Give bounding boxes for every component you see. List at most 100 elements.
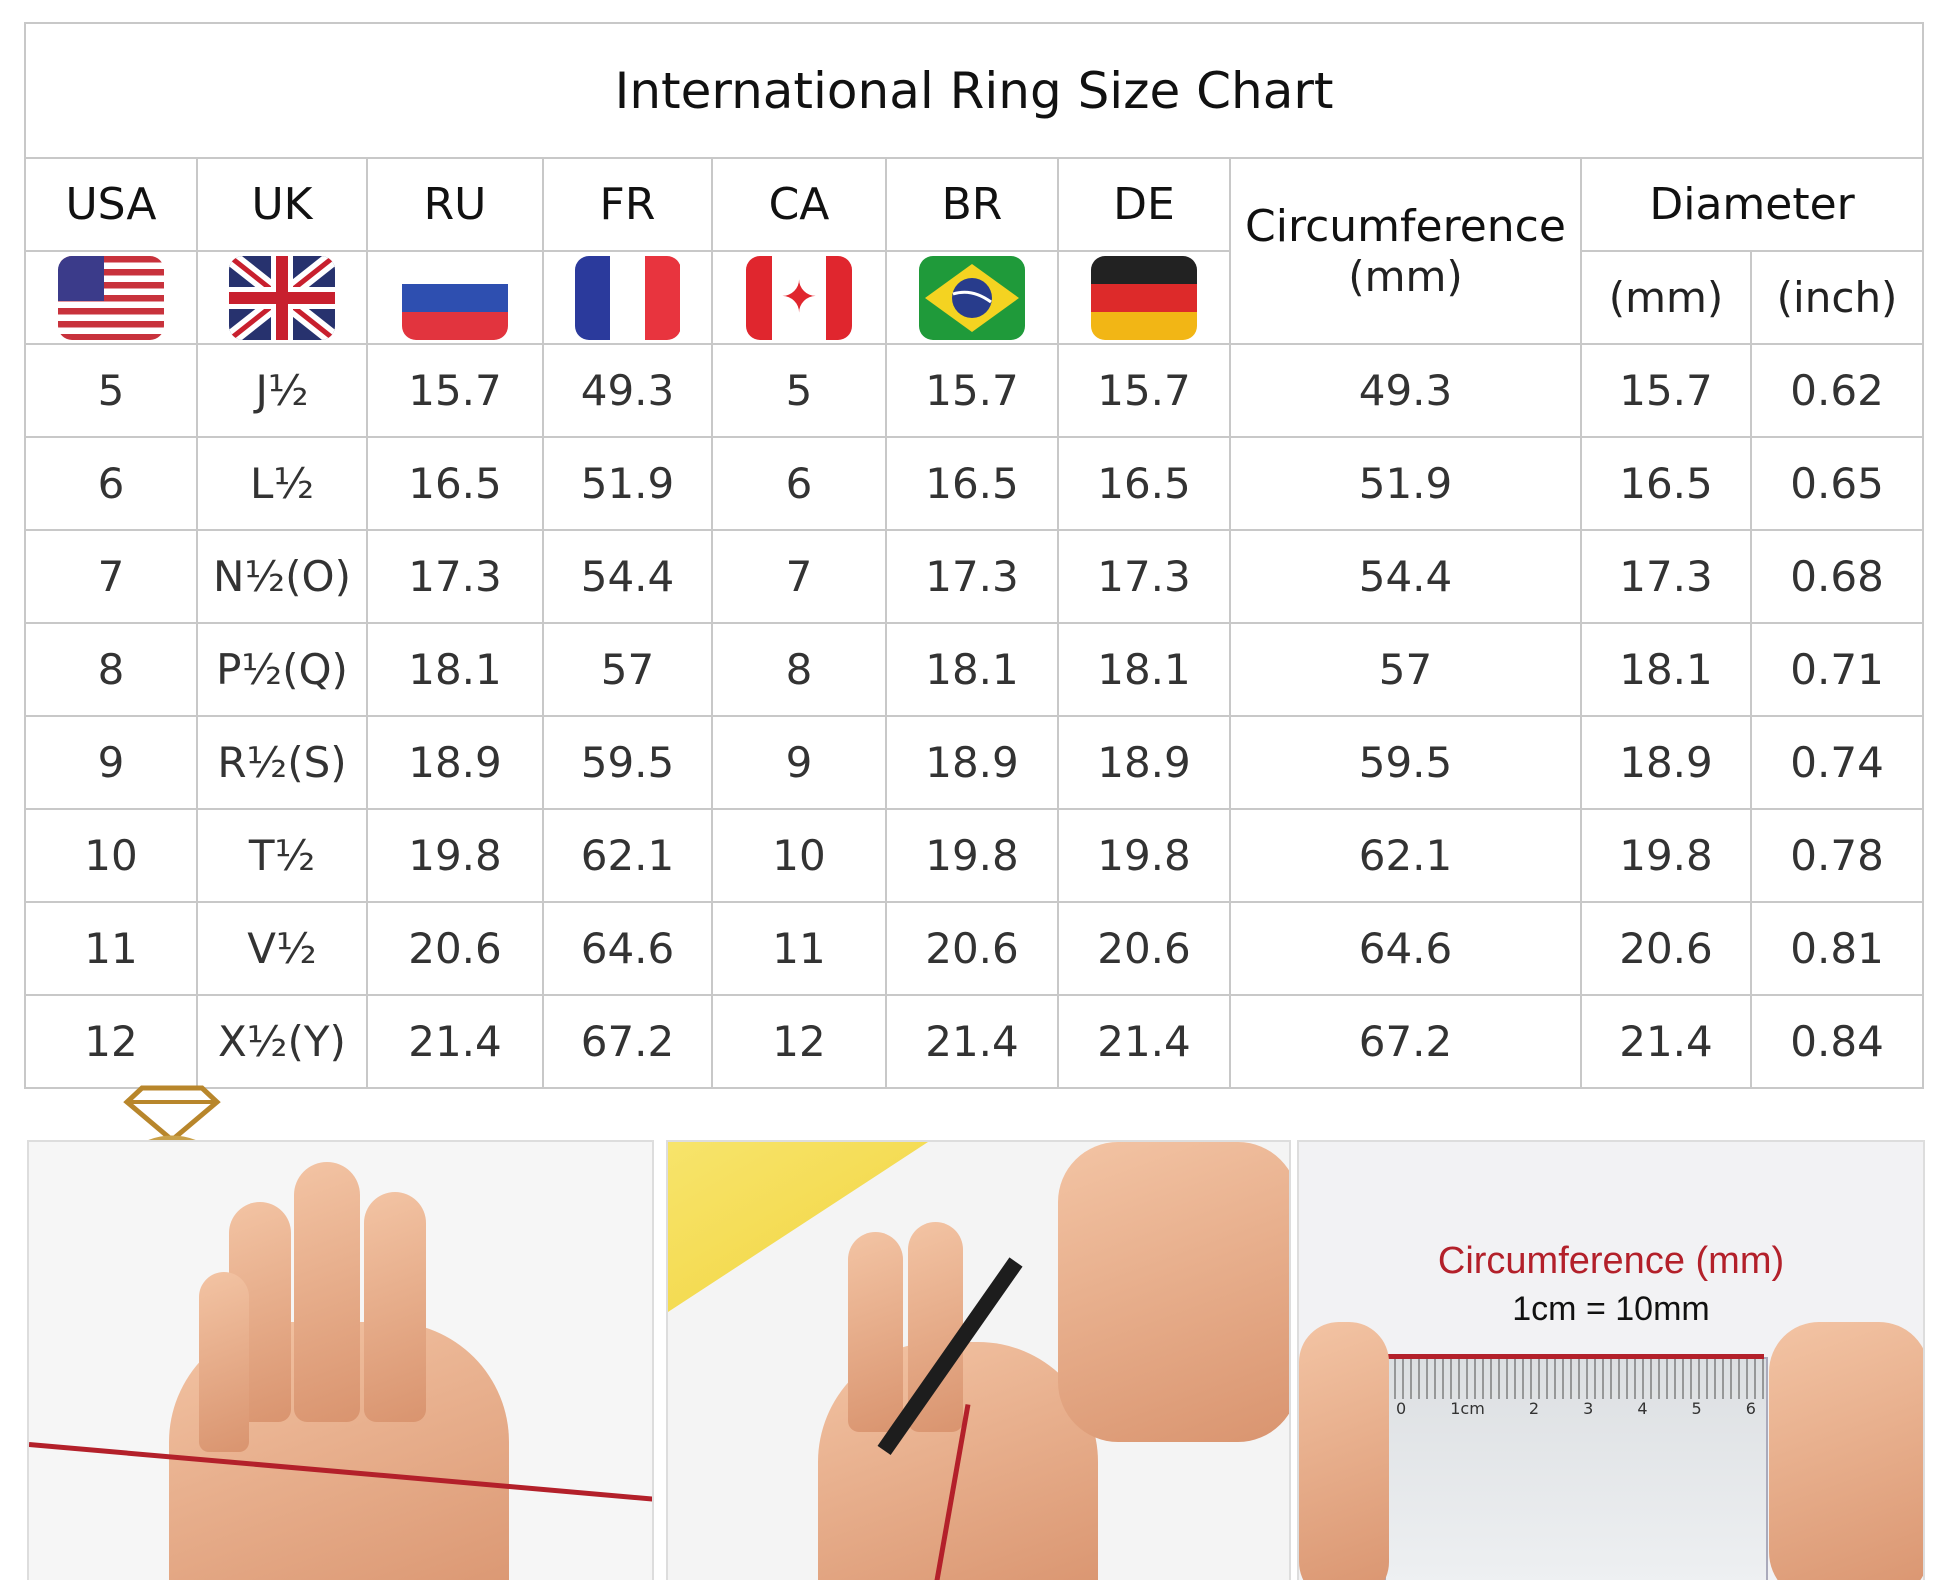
diameter-header: Diameter	[1579, 157, 1925, 252]
france-flag-icon	[574, 255, 681, 340]
table-cell: X½(Y)	[196, 994, 368, 1089]
table-cell: 62.1	[1229, 808, 1582, 903]
table-cell: 16.5	[885, 436, 1059, 531]
flag-cell: ✦	[711, 250, 887, 345]
table-row: 9 R½(S) 18.9 59.5 9 18.9 18.9 59.5 18.9 0.74	[24, 715, 1925, 810]
column-header-fr: FR	[542, 157, 713, 252]
diameter-unit-0: (mm)	[1580, 250, 1752, 345]
table-cell: 11	[24, 901, 198, 996]
table-cell: 54.4	[1229, 529, 1582, 624]
table-cell: 59.5	[1229, 715, 1582, 810]
table-cell: 21.4	[885, 994, 1059, 1089]
table-cell: 59.5	[542, 715, 713, 810]
canada-flag-icon: ✦	[746, 255, 852, 340]
table-row: 6 L½ 16.5 51.9 6 16.5 16.5 51.9 16.5 0.65	[24, 436, 1925, 531]
table-cell: 54.4	[542, 529, 713, 624]
table-cell: 51.9	[1229, 436, 1582, 531]
table-cell: 18.1	[1057, 622, 1231, 717]
table-cell: 12	[711, 994, 887, 1089]
table-cell: 57	[1229, 622, 1582, 717]
table-cell: 0.68	[1749, 529, 1925, 624]
table-cell: J½	[196, 343, 368, 438]
flag-cell	[885, 250, 1059, 345]
table-cell: T½	[196, 808, 368, 903]
table-cell: 0.74	[1749, 715, 1925, 810]
table-cell: 15.7	[1057, 343, 1231, 438]
table-cell: 10	[711, 808, 887, 903]
table-cell: 20.6	[366, 901, 544, 996]
table-cell: 18.1	[885, 622, 1059, 717]
table-row: 8 P½(Q) 18.1 57 8 18.1 18.1 57 18.1 0.71	[24, 622, 1925, 717]
measure-conversion: 1cm = 10mm	[1512, 1290, 1710, 1328]
table-cell: 16.5	[1057, 436, 1231, 531]
table-cell: 16.5	[1580, 436, 1752, 531]
table-cell: 19.8	[885, 808, 1059, 903]
column-header-ca: CA	[711, 157, 887, 252]
column-header-usa: USA	[24, 157, 198, 252]
ruler-label: 2	[1528, 1399, 1540, 1418]
table-cell: 18.9	[885, 715, 1059, 810]
flag-cell	[542, 250, 713, 345]
table-cell: 15.7	[1580, 343, 1752, 438]
table-cell: L½	[196, 436, 368, 531]
ruler-label: 4	[1637, 1399, 1648, 1418]
uk-flag-icon	[229, 255, 335, 340]
table-cell: 7	[711, 529, 887, 624]
table-cell: 0.71	[1749, 622, 1925, 717]
table-cell: 17.3	[1580, 529, 1752, 624]
table-cell: 21.4	[366, 994, 544, 1089]
table-cell: 6	[711, 436, 887, 531]
table-cell: V½	[196, 901, 368, 996]
table-cell: 0.81	[1749, 901, 1925, 996]
table-cell: 8	[711, 622, 887, 717]
table-cell: 0.62	[1749, 343, 1925, 438]
ruler-label: 5	[1691, 1399, 1702, 1418]
ruler-label: 1cm	[1450, 1399, 1485, 1418]
table-cell: 18.9	[1580, 715, 1752, 810]
photo-mark-string	[666, 1140, 1291, 1580]
table-cell: N½(O)	[196, 529, 368, 624]
table-cell: 49.3	[542, 343, 713, 438]
table-cell: 51.9	[542, 436, 713, 531]
circumference-unit: (mm)	[1348, 252, 1463, 301]
table-cell: 8	[24, 622, 198, 717]
column-header-uk: UK	[196, 157, 368, 252]
table-cell: 12	[24, 994, 198, 1089]
table-cell: P½(Q)	[196, 622, 368, 717]
ruler: 0 1cm 2 3 4 5 6	[1384, 1357, 1768, 1580]
table-row: 7 N½(O) 17.3 54.4 7 17.3 17.3 54.4 17.3 0.68	[24, 529, 1925, 624]
table-cell: 9	[24, 715, 198, 810]
table-cell: 19.8	[1580, 808, 1752, 903]
table-cell: 49.3	[1229, 343, 1582, 438]
table-cell: 62.1	[542, 808, 713, 903]
circumference-header: Circumference (mm)	[1229, 157, 1582, 345]
russia-flag-icon	[402, 255, 508, 340]
table-cell: 16.5	[366, 436, 544, 531]
table-cell: 18.9	[1057, 715, 1231, 810]
table-cell: 18.1	[1580, 622, 1752, 717]
chart-title: International Ring Size Chart	[23, 22, 1925, 159]
table-cell: 5	[24, 343, 198, 438]
table-cell: 57	[542, 622, 713, 717]
table-cell: 19.8	[366, 808, 544, 903]
column-header-ru: RU	[366, 157, 544, 252]
table-cell: 6	[24, 436, 198, 531]
table-row: 11 V½ 20.6 64.6 11 20.6 20.6 64.6 20.6 0.81	[24, 901, 1925, 996]
diameter-unit-1: (inch)	[1749, 250, 1925, 345]
table-cell: 15.7	[366, 343, 544, 438]
brazil-flag-icon	[919, 255, 1025, 340]
ring-size-table: International Ring Size Chart USA UK RU FR C…	[23, 22, 1925, 1089]
table-cell: 17.3	[1057, 529, 1231, 624]
ruler-label: 0	[1396, 1399, 1407, 1418]
table-cell: 18.1	[366, 622, 544, 717]
table-cell: 5	[711, 343, 887, 438]
column-header-de: DE	[1057, 157, 1231, 252]
circumference-label: Circumference	[1245, 201, 1566, 252]
table-cell: 15.7	[885, 343, 1059, 438]
flag-cell	[366, 250, 544, 345]
ruler-label: 3	[1583, 1399, 1594, 1418]
table-cell: 67.2	[542, 994, 713, 1089]
table-cell: 11	[711, 901, 887, 996]
germany-flag-icon	[1091, 255, 1197, 340]
table-cell: 18.9	[366, 715, 544, 810]
